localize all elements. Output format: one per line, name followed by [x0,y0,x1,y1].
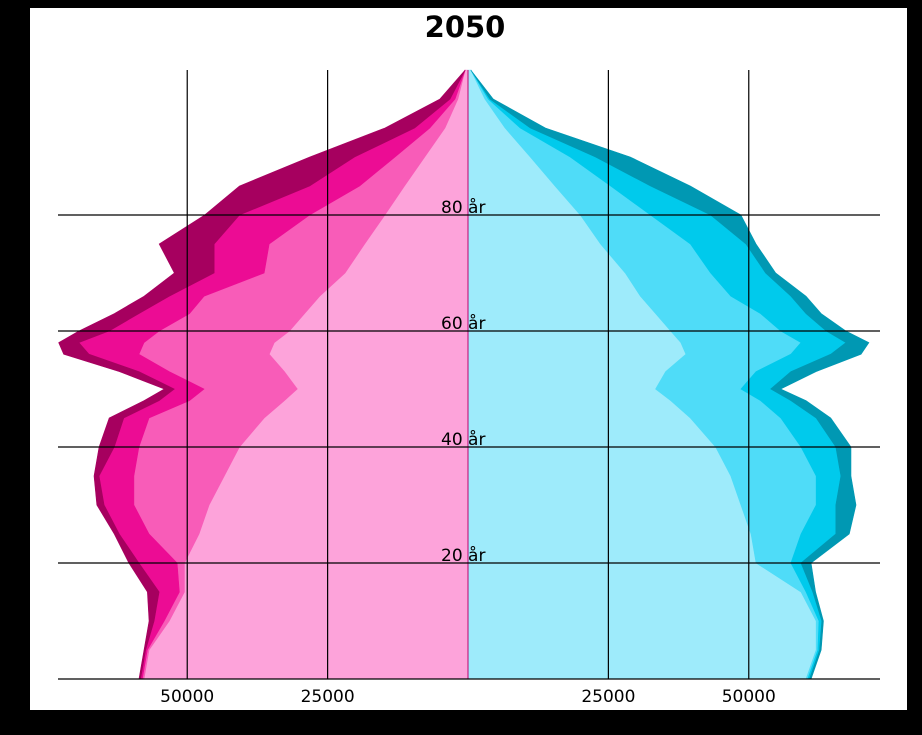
chart-title: 2050 [425,10,506,44]
y-tick-label: 40 år [441,429,485,450]
left-area [58,69,466,680]
x-tick-label: 25000 [301,687,355,707]
x-tick-label: 50000 [160,687,214,707]
y-tick-label: 60 år [441,313,485,334]
y-tick-label: 80 år [441,197,485,218]
y-tick-label: 20 år [441,545,485,566]
x-tick-label: 50000 [722,687,776,707]
right-area [470,69,870,680]
x-tick-label: 25000 [581,687,635,707]
